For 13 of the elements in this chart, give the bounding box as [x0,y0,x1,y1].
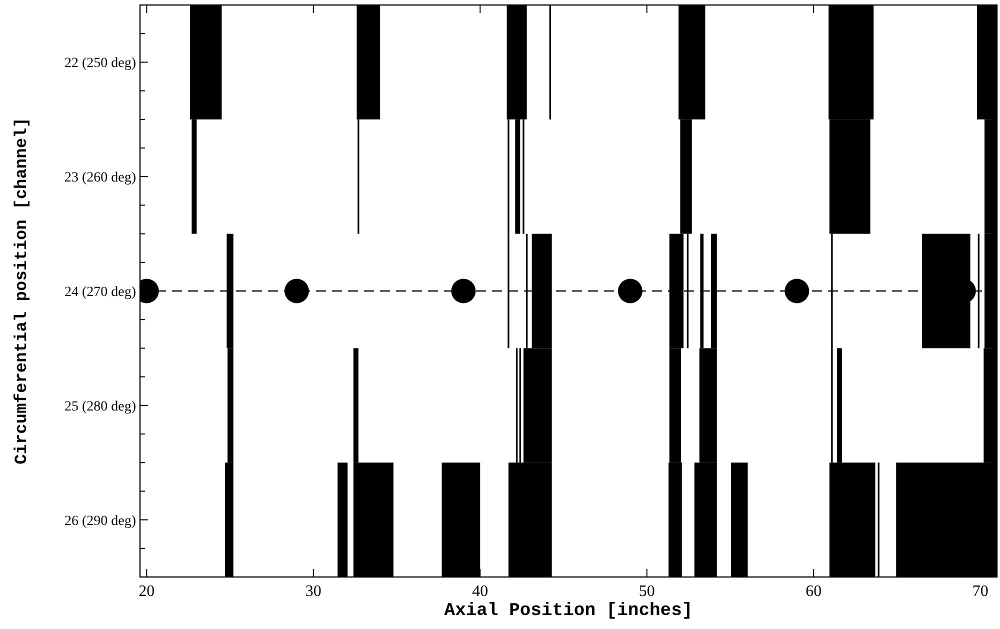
x-axis-title: Axial Position [inches] [444,601,693,621]
y-tick-label: 26 (290 deg) [64,514,136,529]
x-tick-label: 30 [305,583,322,600]
y-axis-title: Circumferential position [channel] [13,118,32,464]
x-tick-label: 60 [806,583,822,600]
x-tick-label: 20 [138,583,155,600]
y-tick-label: 24 (270 deg) [64,285,136,300]
y-tick-label: 23 (260 deg) [64,170,136,186]
y-tick-label: 25 (280 deg) [64,399,136,414]
x-tick-label: 50 [638,583,655,600]
x-tick-label: 40 [472,583,488,600]
x-tick-label: 70 [972,583,988,600]
y-tick-label: 22 (250 deg) [64,56,136,72]
